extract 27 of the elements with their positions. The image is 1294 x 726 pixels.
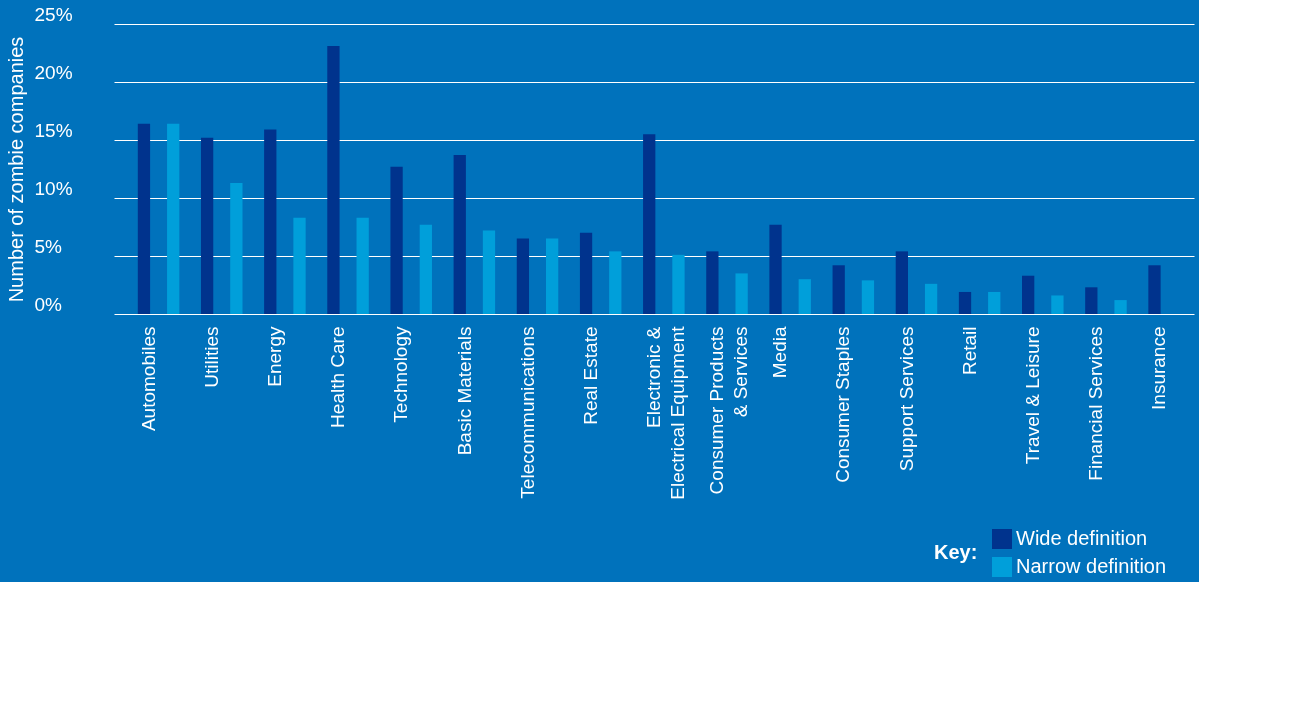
legend-label: Narrow definition [1016,555,1167,577]
x-tick-label: Financial Services [1085,326,1107,481]
y-tick-label: 0% [34,293,63,315]
x-tick-label: Technology [390,326,412,423]
x-tick-label: Support Services [895,326,917,472]
y-tick-label: 25% [34,3,73,25]
y-tick-label: 20% [34,61,73,83]
y-axis-title: Number of zombie companies [4,36,27,303]
x-tick-label: Media [769,326,791,379]
x-tick-label: Health Care [327,326,349,428]
legend-title: Key: [934,541,978,563]
x-tick-label: Real Estate [579,326,601,425]
x-tick-label: Utilities [200,326,222,388]
x-tick-label: Consumer Staples [832,326,854,483]
x-tick-label: Travel & Leisure [1021,326,1043,465]
x-tick-label: Consumer Products & Services [706,326,752,495]
x-tick-label: Basic Materials [453,326,475,456]
y-tick-label: 10% [34,177,73,199]
x-tick-label: Retail [958,326,980,376]
legend-label: Wide definition [1016,527,1148,549]
x-tick-label: Automobiles [137,326,159,432]
y-tick-label: 15% [34,119,73,141]
y-tick-label: 5% [34,235,63,257]
x-tick-label: Electronic & Electrical Equipment [643,325,688,500]
x-tick-label: Insurance [1148,326,1170,410]
x-tick-label: Telecommunications [516,326,538,499]
x-tick-label: Energy [264,326,286,387]
